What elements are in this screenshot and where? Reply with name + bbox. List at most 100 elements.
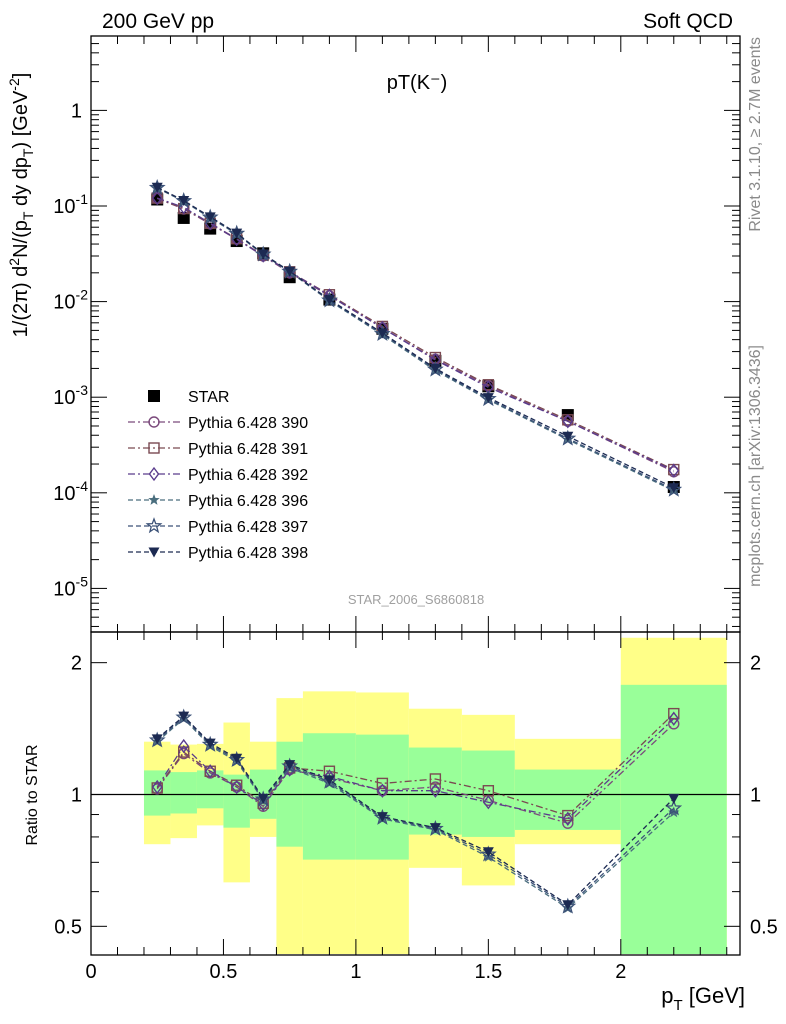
- ratio-y-tick-label-right: 2: [750, 653, 761, 675]
- ratio-point-pythia-6-428-392: [178, 738, 190, 754]
- data-point-pythia-6-428-398: [204, 212, 216, 223]
- ratio-point-pythia-6-428-392: [482, 795, 494, 810]
- ratio-point-pythia-6-428-398: [231, 753, 243, 764]
- series-line-pythia-6-428-397: [156, 187, 675, 491]
- ratio-line-pythia-6-428-396: [156, 717, 675, 910]
- ratio-point-pythia-6-428-392: [231, 779, 243, 795]
- mcplots-credit-label: mcplots.cern.ch [arXiv:1306.3436]: [747, 345, 764, 587]
- y-tick-label: 10-1: [53, 191, 88, 218]
- inner-band: [461, 750, 515, 837]
- series-line-pythia-6-428-392: [156, 197, 675, 472]
- series-pythia-6-428-391: [151, 192, 680, 476]
- inner-band: [223, 774, 250, 828]
- legend-marker-pythia-6-428-391: [148, 442, 160, 454]
- ratio-point-pythia-6-428-390: [429, 781, 442, 793]
- rivet-version-label: Rivet 3.1.10, ≥ 2.7M events: [747, 37, 764, 232]
- ratio-point-pythia-6-428-392: [204, 764, 216, 779]
- data-point-pythia-6-428-398: [151, 182, 163, 193]
- ratio-point-pythia-6-428-392: [377, 783, 388, 798]
- data-point-pythia-6-428-392: [151, 190, 163, 206]
- data-point-pythia-6-428-398: [231, 228, 243, 239]
- ratio-y-axis-label: Ratio to STAR: [24, 744, 41, 845]
- ratio-series-layer: [148, 707, 683, 914]
- spectrum-axes: 1 10-1 10-2 10-3 10-4 10-5: [53, 35, 741, 633]
- data-point-pythia-6-428-398: [668, 483, 680, 494]
- ratio-y-tick-label: 1: [71, 784, 82, 806]
- analysis-watermark: STAR_2006_S6860818: [348, 592, 484, 607]
- legend-label-pythia-6-428-398: Pythia 6.428 398: [188, 545, 308, 562]
- y-tick-label: 10-4: [53, 478, 88, 505]
- ratio-point-pythia-6-428-391: [668, 707, 680, 720]
- legend-label-pythia-6-428-392: Pythia 6.428 392: [188, 467, 308, 484]
- series-pythia-6-428-398: [151, 182, 680, 494]
- legend-marker-pythia-6-428-396: [148, 494, 160, 505]
- x-axis-label: pT [GeV]: [661, 983, 745, 1014]
- ratio-point-pythia-6-428-398: [429, 823, 441, 834]
- ratio-point-pythia-6-428-391: [376, 777, 389, 790]
- ratio-point-pythia-6-428-398: [376, 812, 388, 823]
- ratio-y-tick-label: 0.5: [54, 916, 82, 938]
- x-tick-label: 1.5: [474, 961, 502, 983]
- ratio-panel: 0.5 0.5 1 1 2 2 0 0.5 1 1.5 2 Ratio to STAR pT [Ge…: [24, 631, 778, 1014]
- legend-marker-pythia-6-428-392: [148, 466, 160, 482]
- data-point-star: [177, 211, 190, 224]
- x-tick-label: 0: [85, 961, 96, 983]
- inner-band: [514, 769, 621, 830]
- legend-label-pythia-6-428-396: Pythia 6.428 396: [188, 493, 308, 510]
- ratio-y-tick-label: 2: [71, 653, 82, 675]
- ratio-point-pythia-6-428-397: [479, 845, 497, 862]
- legend-label-star: STAR: [188, 389, 229, 406]
- legend-marker-pythia-6-428-390: [148, 416, 160, 428]
- ratio-point-pythia-6-428-392: [429, 783, 441, 798]
- ratio-point-pythia-6-428-398: [562, 900, 574, 911]
- ratio-point-pythia-6-428-398: [204, 738, 216, 749]
- ratio-series-pythia-6-428-398: [151, 711, 680, 911]
- ratio-line-pythia-6-428-392: [156, 718, 675, 820]
- ratio-y-tick-label-right: 1: [750, 784, 761, 806]
- uncertainty-bands: [91, 637, 740, 954]
- ratio-point-pythia-6-428-398: [323, 775, 335, 786]
- data-point-pythia-6-428-398: [284, 266, 296, 277]
- spectrum-frame: [90, 35, 741, 633]
- data-point-pythia-6-428-398: [482, 393, 494, 404]
- spectrum-series-layer: [148, 178, 683, 497]
- header-right: Soft QCD: [643, 10, 733, 33]
- ratio-point-pythia-6-428-392: [668, 711, 680, 726]
- ratio-point-pythia-6-428-397: [665, 799, 683, 816]
- ratio-point-pythia-6-428-398: [668, 793, 680, 804]
- y-tick-label: 10-2: [53, 287, 88, 314]
- y-tick-label: 1: [71, 100, 82, 122]
- x-tick-label: 1: [350, 961, 361, 983]
- data-point-pythia-6-428-398: [323, 295, 335, 306]
- header-left: 200 GeV pp: [102, 10, 214, 33]
- series-line-pythia-6-428-396: [156, 187, 675, 492]
- data-point-pythia-6-428-392: [668, 463, 680, 478]
- data-point-pythia-6-428-398: [429, 363, 441, 374]
- chart-title: pT(K⁻): [387, 72, 448, 94]
- spectrum-y-axis-label: 1/(2π) d2N/(pT dy dpT) [GeV-2]: [6, 73, 36, 338]
- ratio-point-pythia-6-428-398: [257, 793, 269, 804]
- ratio-point-pythia-6-428-398: [482, 847, 494, 858]
- ratio-axes: 0.5 0.5 1 1 2 2 0 0.5 1 1.5 2: [54, 631, 778, 983]
- ratio-point-pythia-6-428-398: [284, 760, 296, 771]
- x-tick-label: 2: [615, 961, 626, 983]
- ratio-line-pythia-6-428-398: [156, 715, 675, 906]
- spectrum-panel: STAR Pythia 6.428 390 Pythia 6.428 391 Pyth…: [6, 35, 741, 633]
- legend-marker-pythia-6-428-397: [145, 517, 163, 534]
- y-tick-label: 10-5: [53, 573, 88, 600]
- ratio-point-pythia-6-428-398: [178, 711, 190, 722]
- legend-label-pythia-6-428-391: Pythia 6.428 391: [188, 441, 308, 458]
- inner-band: [302, 733, 356, 860]
- data-point-pythia-6-428-398: [178, 196, 190, 207]
- ratio-point-pythia-6-428-398: [151, 734, 163, 745]
- legend-marker-star: [148, 390, 160, 402]
- legend-label-pythia-6-428-397: Pythia 6.428 397: [188, 519, 308, 536]
- inner-band: [620, 684, 727, 954]
- legend: STAR Pythia 6.428 390 Pythia 6.428 391 Pyth…: [128, 389, 308, 562]
- data-point-pythia-6-428-398: [562, 431, 574, 442]
- data-point-pythia-6-428-392: [562, 414, 574, 429]
- data-point-pythia-6-428-398: [257, 249, 269, 260]
- y-tick-label: 10-3: [53, 382, 88, 409]
- legend-label-pythia-6-428-390: Pythia 6.428 390: [188, 415, 308, 432]
